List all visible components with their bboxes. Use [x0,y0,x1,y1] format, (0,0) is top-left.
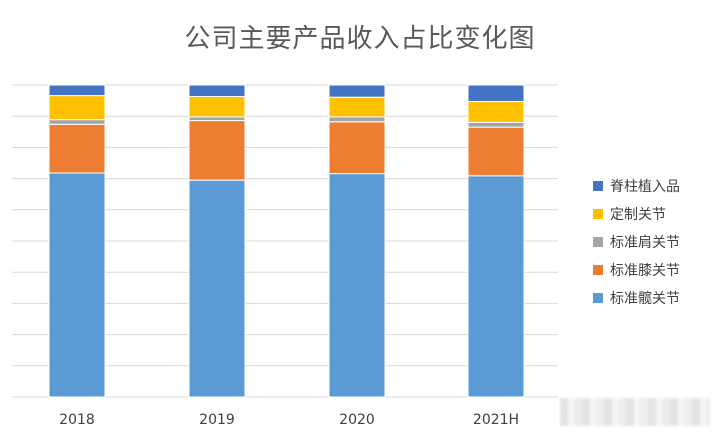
bar-segment [328,173,386,398]
legend-label: 标准肩关节 [610,235,680,251]
legend-item: 标准髋关节 [593,290,680,307]
bar-segment [188,179,246,398]
legend-item: 标准肩关节 [593,235,680,251]
bar-segment [48,119,106,125]
legend-label: 标准髋关节 [610,290,680,307]
bar-segment [48,95,106,121]
bar-segment [188,120,246,181]
legend-swatch [593,265,603,275]
bar-segment [48,123,106,174]
x-tick-label: 2020 [339,412,375,428]
bar-segment [188,116,246,122]
bars: 71.8%15.6%7.7%69.5%19.1%6.5%71.6%16.6%6.… [48,84,525,398]
legend-item: 脊柱植入品 [593,179,680,195]
legend-label: 标准膝关节 [610,263,680,279]
bar-segment [467,126,525,177]
bar-segment [328,84,386,98]
segment-labels: 71.8%15.6%7.7%69.5%19.1%6.5%71.6%16.6%6.… [55,100,518,298]
bar-segment [467,121,525,128]
chart-title: 公司主要产品收入占比变化图 [184,24,536,54]
legend-swatch [593,209,603,219]
bar-segment [467,101,525,123]
legend-label: 定制关节 [610,207,666,223]
legend-item: 定制关节 [593,207,666,223]
bar-segment [48,84,106,97]
bar-segment [48,172,106,398]
bar-segment [328,96,386,118]
legend-swatch [593,293,603,303]
bar-segment [467,84,525,103]
bar-segment [188,96,246,118]
x-tick-label: 2019 [199,412,235,428]
bar-segment [188,84,246,98]
x-tick-label: 2021H [473,412,519,428]
legend-label: 脊柱植入品 [610,179,680,195]
x-axis-ticks: 2018 2019 2020 2021H [59,412,519,428]
bar-segment [328,116,386,123]
legend-swatch [593,181,603,191]
bar-segment [328,121,386,175]
bar-segment [467,175,525,398]
legend-item: 标准膝关节 [593,263,680,279]
x-tick-label: 2018 [59,412,95,428]
watermark-blur [560,398,710,426]
legend-swatch [593,237,603,247]
